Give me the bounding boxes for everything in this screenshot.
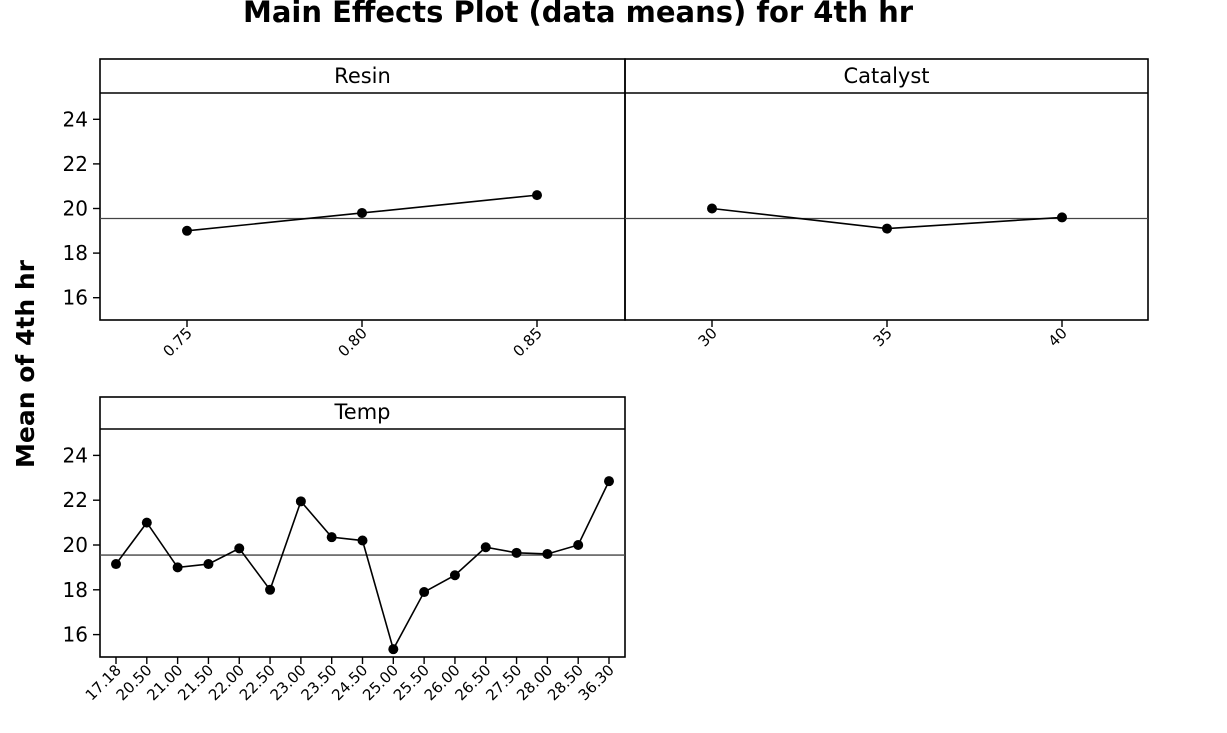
chart-title: Main Effects Plot (data means) for 4th h…	[243, 0, 914, 29]
data-point	[172, 562, 183, 573]
y-tick-label: 16	[63, 286, 88, 310]
data-point	[295, 496, 306, 507]
data-point	[111, 559, 121, 570]
panels-group: Resin 16 18 20 22 24 0.75 0.80 0.85 Catalyst 30 35 4…	[63, 58, 1149, 704]
data-point	[141, 517, 152, 528]
data-point	[542, 548, 553, 559]
panel-frame	[99, 396, 626, 658]
data-point	[449, 570, 460, 581]
y-tick-label: 24	[63, 443, 88, 467]
panel-catalyst: Catalyst 30 35 40	[624, 58, 1149, 350]
x-tick-label: 0.75	[159, 324, 195, 360]
x-tick-label: 0.85	[509, 324, 545, 360]
y-tick-label: 18	[63, 241, 88, 265]
data-point	[882, 223, 892, 234]
y-tick-label: 16	[63, 623, 88, 647]
x-tick-label: 35	[870, 324, 896, 350]
data-point	[573, 540, 584, 550]
data-point	[326, 532, 337, 543]
data-point	[357, 207, 367, 218]
panel-temp: Temp161820222417.1820.5021.0021.5022.002…	[63, 396, 626, 704]
data-point	[707, 203, 717, 214]
data-point	[357, 535, 368, 546]
data-point	[604, 476, 614, 487]
data-point	[419, 587, 430, 598]
panel-resin: Resin 16 18 20 22 24 0.75 0.80 0.85	[63, 58, 626, 360]
x-tick-label: 36.30	[575, 661, 618, 704]
data-point	[265, 584, 276, 595]
data-point	[182, 225, 192, 236]
y-tick-label: 20	[63, 197, 88, 221]
data-point	[234, 543, 245, 554]
data-point	[511, 547, 522, 558]
series-line	[115, 480, 610, 652]
data-point	[532, 190, 542, 201]
y-tick-label: 22	[63, 152, 88, 176]
y-tick-label: 22	[63, 488, 88, 512]
data-point	[388, 644, 399, 655]
panel-title: Catalyst	[843, 64, 929, 88]
y-tick-label: 18	[63, 578, 88, 602]
x-tick-label: 0.80	[334, 324, 370, 360]
y-tick-label: 24	[63, 107, 88, 131]
y-axis-label: Mean of 4th hr	[11, 259, 40, 468]
panel-frame	[99, 58, 626, 321]
panel-title: Temp	[334, 400, 391, 424]
x-tick-label: 30	[695, 324, 721, 350]
panel-title: Resin	[334, 64, 391, 88]
y-tick-label: 20	[63, 533, 88, 557]
x-tick-label: 40	[1045, 324, 1071, 350]
data-point	[1057, 212, 1067, 223]
data-point	[203, 559, 214, 570]
panel-frame	[624, 58, 1149, 321]
data-point	[480, 542, 491, 553]
